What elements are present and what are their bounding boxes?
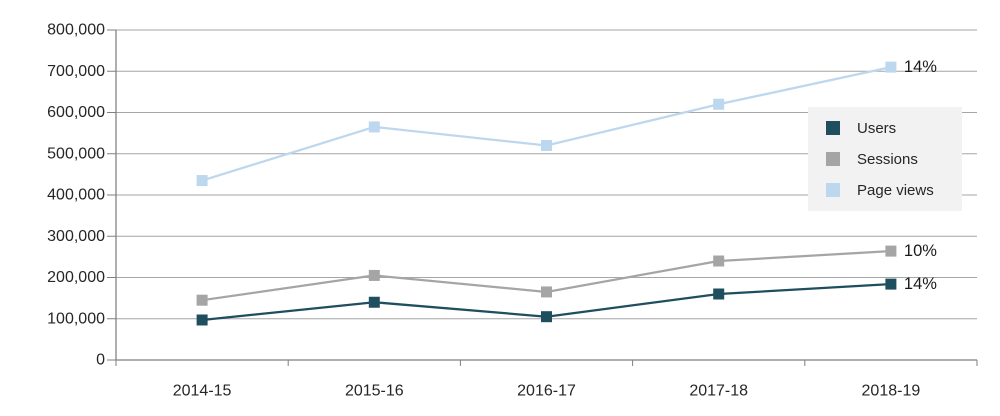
x-tick-label: 2018-19 [862,383,921,400]
legend-label-users: Users [857,119,897,137]
legend-item-sessions: Sessions [826,144,962,175]
y-tick-label: 600,000 [47,104,105,121]
x-tick-label: 2016-17 [517,383,576,400]
y-tick-label: 300,000 [47,228,105,245]
sessions-swatch-icon [826,152,840,166]
legend-item-page-views: Page views [826,175,962,206]
sessions-marker [541,286,552,298]
legend-item-users: Users [826,113,962,144]
sessions-marker [368,269,380,281]
chart-legend: Users Sessions Page views [808,107,962,211]
page-views-marker [196,175,208,187]
y-tick-label: 0 [96,352,105,369]
page-views-marker [713,98,725,110]
x-tick-label: 2014-15 [173,383,232,400]
page-views-marker [541,140,552,151]
y-tick-label: 200,000 [47,269,105,286]
page-views-swatch-icon [826,183,840,197]
sessions-marker [713,255,725,267]
page-views-marker [885,61,897,73]
page-views-growth-label: 14% [904,58,937,76]
y-tick-label: 700,000 [47,63,105,80]
page-views-marker [368,121,380,133]
sessions-marker [885,245,897,257]
users-marker [196,314,208,326]
x-tick-label: 2017-18 [689,383,748,400]
page-views-line [201,66,892,182]
sessions-marker [196,294,208,306]
x-tick-label: 2015-16 [345,383,404,400]
legend-label-page-views: Page views [857,181,934,199]
users-growth-label: 14% [904,275,937,293]
users-marker [713,288,725,300]
users-marker [541,311,552,323]
legend-label-sessions: Sessions [857,150,918,168]
users-swatch-icon [826,121,840,135]
users-marker [368,296,380,308]
sessions-growth-label: 10% [904,242,937,260]
users-marker [885,278,897,290]
y-tick-label: 800,000 [47,22,105,39]
y-tick-label: 100,000 [47,310,105,327]
y-tick-label: 400,000 [47,187,105,204]
y-tick-label: 500,000 [47,145,105,162]
